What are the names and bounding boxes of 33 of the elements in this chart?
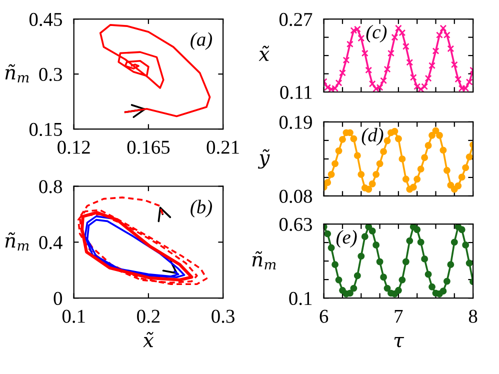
y-axis-title: ỹ xyxy=(258,149,270,169)
y-tick-label: 0.63 xyxy=(279,218,312,232)
y-tick-label: 0.45 xyxy=(29,12,62,26)
x-tick-label: 0.1 xyxy=(62,310,85,323)
y-tick-label: 0.4 xyxy=(39,236,62,250)
x-tick-label: 0.21 xyxy=(206,140,239,154)
x-tick-label: 0.165 xyxy=(127,140,170,154)
x-tick-label: 6 xyxy=(320,310,328,323)
y-tick-label: 0.3 xyxy=(39,68,62,82)
y-tick-label: 0.11 xyxy=(280,86,312,100)
x-tick-label: 7 xyxy=(394,310,403,323)
annotation: (d) xyxy=(362,128,384,146)
y-axis-title: ñ$_{m}$ xyxy=(5,232,29,250)
y-tick-label: 0.8 xyxy=(39,180,62,194)
y-axis-title: ñ$_{m}$ xyxy=(252,251,276,270)
y-tick-label: 0.1 xyxy=(289,292,312,306)
x-tick-label: 0.12 xyxy=(58,140,90,154)
y-axis-title: ñ$_{m}$ xyxy=(5,64,29,82)
annotation: (a) xyxy=(190,32,212,50)
x-axis-title: τ xyxy=(394,337,404,348)
y-tick-label: 0.15 xyxy=(29,122,62,136)
x-tick-label: 0.3 xyxy=(212,310,234,323)
x-tick-label: 8 xyxy=(468,310,478,323)
y-tick-label: 0.08 xyxy=(279,190,312,203)
annotation: (c) xyxy=(366,24,387,42)
annotation: (e) xyxy=(336,230,357,248)
y-tick-label: 0.27 xyxy=(279,12,312,26)
x-tick-label: 0.2 xyxy=(137,310,160,323)
x-axis-title: x̃ xyxy=(143,332,154,348)
y-tick-label: 0.19 xyxy=(279,116,312,129)
annotation: (b) xyxy=(190,200,212,218)
y-tick-label: 0 xyxy=(54,292,62,306)
y-axis-title: x̃ xyxy=(258,46,270,61)
